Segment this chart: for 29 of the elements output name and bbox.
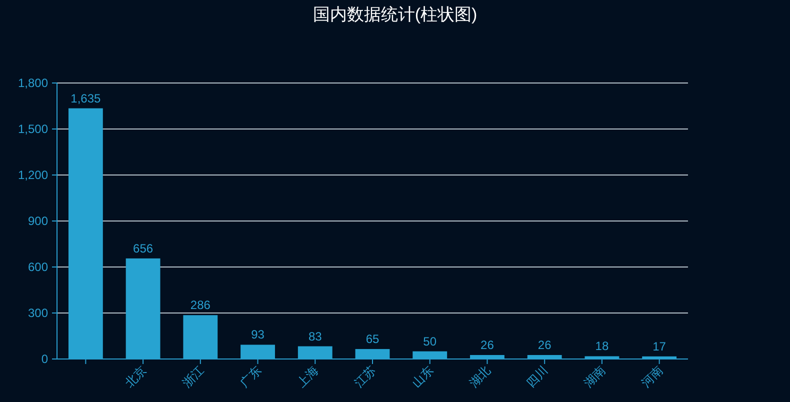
x-tick-label: 江苏 bbox=[352, 363, 379, 390]
x-tick-label: 湖北 bbox=[466, 363, 494, 390]
data-label: 656 bbox=[133, 241, 154, 256]
x-tick-label: 河南 bbox=[638, 363, 666, 390]
x-tick-label: 广东 bbox=[237, 363, 264, 390]
data-label: 26 bbox=[480, 338, 494, 352]
y-tick-label: 1,800 bbox=[18, 76, 48, 90]
x-tick-label: 湖南 bbox=[581, 363, 608, 390]
data-label: 65 bbox=[366, 332, 380, 346]
y-tick-label: 0 bbox=[41, 352, 48, 366]
x-tick-label: 北京 bbox=[122, 363, 150, 390]
y-tick-label: 300 bbox=[28, 306, 48, 320]
data-label: 50 bbox=[423, 334, 437, 348]
x-tick-label: 浙江 bbox=[180, 363, 207, 390]
y-tick-label: 1,500 bbox=[18, 122, 48, 136]
y-tick-label: 900 bbox=[28, 214, 48, 228]
data-label: 93 bbox=[251, 328, 265, 342]
data-label: 17 bbox=[652, 339, 666, 354]
data-label: 26 bbox=[538, 338, 552, 352]
y-tick-label: 600 bbox=[28, 260, 48, 274]
y-tick-label: 1,200 bbox=[18, 168, 48, 182]
data-label: 83 bbox=[308, 329, 322, 344]
x-tick-label: 四川 bbox=[524, 363, 551, 390]
data-label: 1,635 bbox=[70, 91, 102, 106]
chart-title: 国内数据统计(柱状图) bbox=[312, 5, 478, 24]
data-label: 286 bbox=[190, 298, 211, 312]
data-label: 18 bbox=[595, 339, 609, 354]
x-tick-label: 上海 bbox=[294, 363, 322, 390]
x-tick-label: 山东 bbox=[409, 363, 436, 390]
